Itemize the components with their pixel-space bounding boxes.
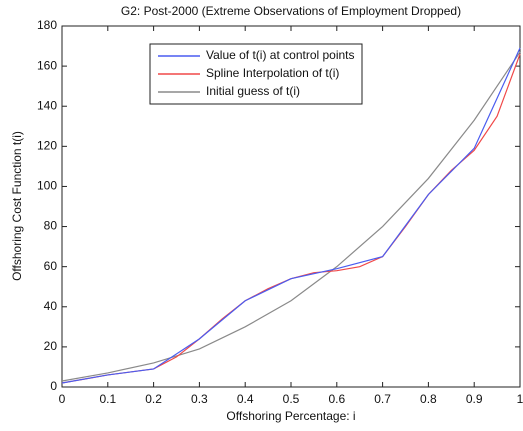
y-tick-label: 120 (37, 139, 57, 153)
y-axis-label: Offshoring Cost Function t(i) (10, 131, 24, 281)
y-tick-label: 20 (44, 339, 58, 353)
x-tick-label: 0.4 (237, 392, 254, 406)
y-tick-label: 60 (44, 259, 58, 273)
x-tick-label: 1 (517, 392, 523, 406)
legend-label: Value of t(i) at control points (206, 48, 355, 62)
x-tick-label: 0.5 (283, 392, 300, 406)
series-line (61, 51, 521, 382)
x-tick-label: 0.3 (191, 392, 208, 406)
legend-label: Initial guess of t(i) (206, 84, 300, 98)
x-tick-label: 0.9 (466, 392, 483, 406)
x-tick-label: 0.2 (145, 392, 162, 406)
x-tick-label: 0 (59, 392, 66, 406)
x-tick-label: 0.6 (328, 392, 345, 406)
legend-label: Spline Interpolation of t(i) (206, 66, 339, 80)
series-line (61, 47, 521, 384)
y-tick-label: 40 (44, 299, 58, 313)
x-axis-label: Offshoring Percentage: i (226, 409, 355, 423)
y-tick-label: 160 (37, 58, 57, 72)
legend: Value of t(i) at control points Spline In… (149, 43, 363, 105)
y-tick-label: 80 (44, 219, 58, 233)
chart-title: G2: Post-2000 (Extreme Observations of E… (121, 4, 461, 18)
y-tick-label: 180 (37, 18, 57, 32)
x-tick-label: 0.7 (374, 392, 391, 406)
y-tick-label: 140 (37, 98, 57, 112)
y-tick-label: 0 (50, 379, 57, 393)
x-tick-label: 0.8 (420, 392, 437, 406)
x-tick-label: 0.1 (99, 392, 116, 406)
y-tick-label: 100 (37, 179, 57, 193)
